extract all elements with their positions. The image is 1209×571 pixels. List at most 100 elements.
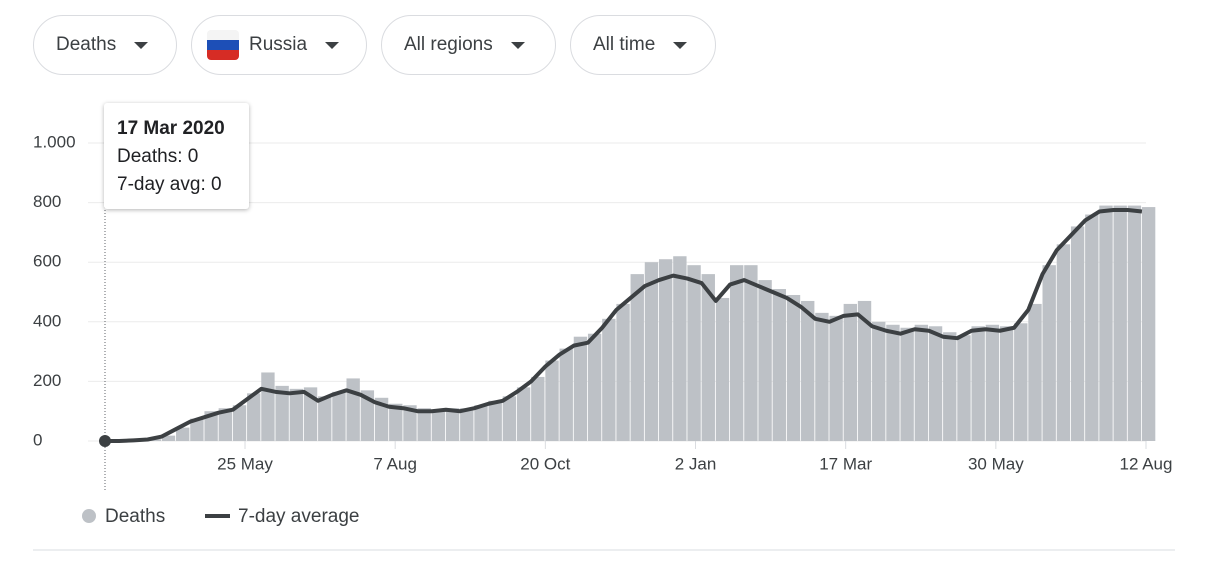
flag [207,30,239,60]
caret [673,41,688,49]
x-tick-label: 20 Oct [520,454,570,473]
bar [985,324,1000,441]
bar [488,400,502,441]
bar [730,265,744,441]
bar [1127,205,1142,441]
bar [516,387,531,441]
x-tick-label: 30 May [968,454,1024,473]
bar [857,300,872,441]
bar [701,274,715,441]
chip-label: Russia [249,34,308,55]
bar [843,303,858,441]
bar [914,324,929,441]
bar [218,408,233,441]
bar [1085,214,1099,441]
bar [872,321,886,441]
tooltip-title: 17 Mar 2020 [117,118,225,139]
cursor-dot [99,435,111,447]
bar [247,393,261,441]
bar [630,274,644,441]
bar [1056,244,1071,441]
filter-chip[interactable]: All time [570,15,716,75]
tooltip: 17 Mar 2020 Deaths: 0 7-day avg: 0 [104,103,249,209]
bar [900,327,914,441]
bar [275,385,289,441]
bar [303,387,318,441]
bar [190,418,204,441]
bar [971,326,985,441]
bar [232,405,247,441]
bar [673,256,687,441]
y-tick-label: 0 [33,430,42,449]
bar [829,315,843,441]
bar [772,289,786,441]
bar [502,396,517,441]
tooltip-line: Deaths: 0 [117,146,199,167]
bar [687,265,701,441]
bar [715,297,730,441]
bar [801,300,815,441]
bar [559,348,573,441]
bar [445,408,460,441]
bar [460,408,474,441]
filter-chip[interactable]: All regions [381,15,556,75]
bar [658,259,673,441]
bar [744,265,758,441]
bar [261,372,275,441]
bar [943,332,957,441]
bar [360,390,375,441]
filter-chip[interactable]: Russia [191,15,367,75]
caret [134,41,149,49]
x-tick-label: 7 Aug [373,454,417,473]
chip-label: All time [593,34,656,55]
bar [886,324,900,441]
filter-chip[interactable]: Deaths [33,15,177,75]
y-tick-label: 1.000 [33,132,76,151]
bar [389,403,403,441]
bar [815,312,829,441]
bar [587,333,602,441]
bar [417,408,431,441]
bar [928,326,943,441]
bar [289,388,304,441]
bar [403,405,417,441]
bar [1141,207,1156,441]
bar [758,280,772,441]
y-tick-label: 800 [33,192,61,211]
y-tick-label: 400 [33,311,61,330]
x-tick-label: 12 Aug [1120,454,1173,473]
bar [474,405,488,441]
y-tick-label: 600 [33,252,61,271]
bar [1099,205,1113,441]
avg-line [105,208,1143,443]
bar [531,376,545,441]
bar [318,396,332,441]
bar [1042,265,1056,441]
chip-label: Deaths [56,34,117,55]
x-tick-label: 17 Mar [819,454,872,473]
bar [431,409,446,441]
bar [332,391,346,441]
bar [545,360,559,441]
bar [1070,226,1085,441]
bar [602,318,616,441]
tooltip-line: 7-day avg: 0 [117,174,222,195]
caret [325,41,340,49]
legend-swatch [82,509,96,523]
bar [616,303,630,441]
x-tick-label: 2 Jan [675,454,717,473]
caret [510,41,525,49]
bar [999,326,1014,441]
legend-label: 7-day average [238,506,359,527]
bar [1113,205,1127,441]
bar [374,397,389,441]
bar [346,378,360,441]
bar [957,335,971,441]
y-tick-label: 200 [33,371,61,390]
bar [1028,303,1042,441]
bar [204,411,218,441]
bar [786,294,801,441]
bar [161,435,176,441]
